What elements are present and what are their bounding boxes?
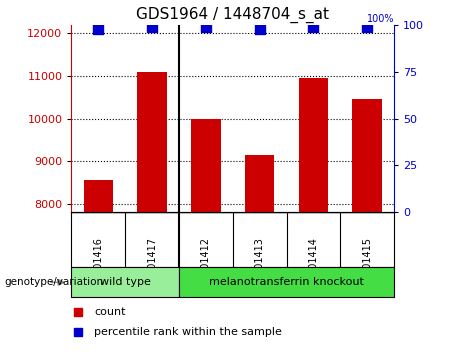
Bar [71, 267, 179, 297]
Point [310, 24, 317, 29]
Text: melanotransferrin knockout: melanotransferrin knockout [209, 277, 364, 287]
Point [74, 309, 82, 315]
Text: GSM101413: GSM101413 [254, 237, 265, 296]
Point [202, 24, 210, 29]
Text: genotype/variation: genotype/variation [5, 277, 104, 287]
Bar [137, 72, 167, 354]
Bar [353, 99, 382, 354]
Bar [299, 78, 328, 354]
Title: GDS1964 / 1448704_s_at: GDS1964 / 1448704_s_at [136, 7, 329, 23]
Bar [179, 267, 394, 297]
Point [364, 24, 371, 29]
Bar [83, 181, 113, 354]
Bar [191, 119, 221, 354]
Point [148, 24, 156, 29]
Text: GSM101416: GSM101416 [93, 237, 103, 296]
Point [74, 330, 82, 335]
Text: percentile rank within the sample: percentile rank within the sample [94, 327, 282, 337]
Text: GSM101417: GSM101417 [147, 237, 157, 296]
Text: count: count [94, 307, 125, 317]
Bar [245, 155, 274, 354]
Point [256, 26, 263, 32]
Text: 100%: 100% [366, 14, 394, 24]
Text: GSM101415: GSM101415 [362, 237, 372, 296]
Point [95, 26, 102, 32]
Text: GSM101412: GSM101412 [201, 237, 211, 296]
Text: GSM101414: GSM101414 [308, 237, 319, 296]
Text: wild type: wild type [100, 277, 151, 287]
